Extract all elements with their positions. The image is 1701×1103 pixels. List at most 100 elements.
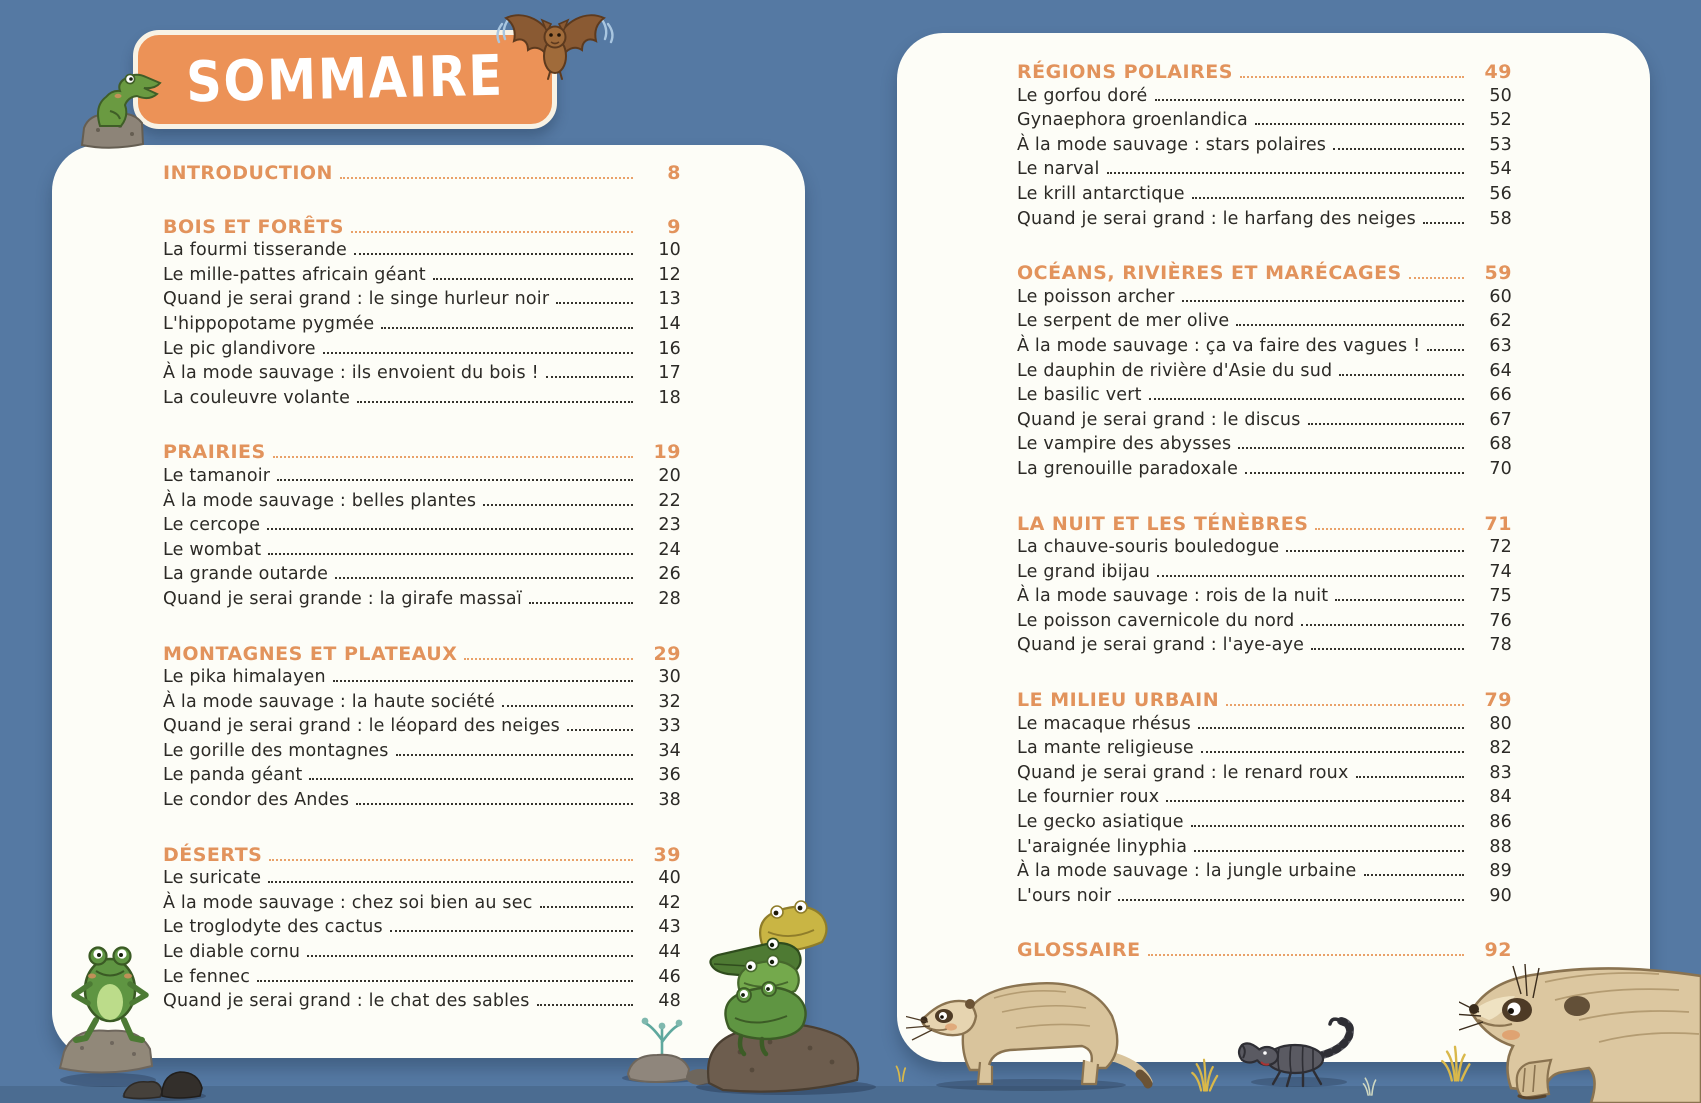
ground-shadow-band	[0, 1086, 1701, 1103]
dotted-leader	[1106, 172, 1464, 175]
toc-entry-row: Le vampire des abysses 68	[1017, 434, 1512, 459]
dotted-leader	[395, 753, 633, 756]
toc-page-number: 33	[658, 716, 681, 737]
toc-entry-row: Le diable cornu 44	[163, 942, 681, 967]
toc-entry-row: Quand je serai grand : le discus 67	[1017, 410, 1512, 435]
toc-entry-label: Le pika himalayen	[163, 667, 326, 688]
toc-entry-row: Le narval 54	[1017, 159, 1512, 184]
toc-entry-label: À la mode sauvage : rois de la nuit	[1017, 586, 1329, 607]
toc-section-heading-row: GLOSSAIRE 92	[1017, 939, 1512, 964]
toc-page-number: 63	[1489, 335, 1512, 356]
dotted-leader	[353, 253, 633, 256]
dotted-leader	[501, 704, 633, 707]
toc-page-number: 28	[658, 588, 681, 609]
toc-page-number: 74	[1489, 561, 1512, 582]
toc-section: DÉSERTS 39 Le suricate 40 À la mode sauvage …	[163, 844, 681, 1016]
toc-entry-label: À la mode sauvage : la haute société	[163, 691, 495, 712]
toc-entry-label: L'hippopotame pygmée	[163, 313, 375, 334]
toc-page-number: 29	[653, 642, 681, 665]
toc-page-number: 19	[653, 441, 681, 464]
toc-entry-label: Le basilic vert	[1017, 385, 1142, 406]
dotted-leader	[1238, 447, 1464, 450]
toc-entry-label: La grande outarde	[163, 564, 329, 585]
dotted-leader	[269, 858, 633, 861]
crocodile-on-rock-illustration	[80, 73, 162, 149]
toc-entry-row: À la mode sauvage : ça va faire des vagu…	[1017, 336, 1512, 361]
toc-page-number: 43	[658, 917, 681, 938]
grass-tuft-illustration	[1441, 1045, 1471, 1082]
toc-entry-row: Quand je serai grand : l'aye-aye 78	[1017, 635, 1512, 660]
toc-page-number: 68	[1489, 434, 1512, 455]
toc-entry-label: Le serpent de mer olive	[1017, 311, 1230, 332]
toc-entry-label: À la mode sauvage : belles plantes	[163, 490, 477, 511]
grass-tuft-illustration	[1362, 1077, 1377, 1096]
toc-page-number: 79	[1484, 689, 1512, 712]
toc-section: INTRODUCTION 8	[163, 162, 681, 187]
toc-entry-row: Le panda géant 36	[163, 765, 681, 790]
scorpion-illustration	[1237, 1017, 1354, 1088]
dotted-leader	[1339, 373, 1464, 376]
toc-entry-label: Le poisson cavernicole du nord	[1017, 610, 1295, 631]
toc-page-number: 76	[1489, 610, 1512, 631]
toc-entry-label: Quand je serai grand : l'aye-aye	[1017, 635, 1305, 656]
toc-entry-row: La couleuvre volante 18	[163, 388, 681, 413]
dotted-leader	[528, 601, 633, 604]
toc-entry-label: La grenouille paradoxale	[1017, 458, 1239, 479]
toc-section: PRAIRIES 19 Le tamanoir 20 À la mode sauvage…	[163, 441, 681, 613]
small-dark-rocks-illustration	[122, 1071, 206, 1101]
toc-page-number: 46	[658, 966, 681, 987]
frog-stack-on-rock-illustration	[622, 900, 876, 1095]
toc-page-number: 53	[1489, 134, 1512, 155]
toc-entry-label: Le gorfou doré	[1017, 85, 1148, 106]
toc-page-number: 40	[658, 868, 681, 889]
toc-entry-row: Quand je serai grand : le chat des sable…	[163, 991, 681, 1016]
dotted-leader	[483, 503, 633, 506]
dotted-leader	[307, 955, 633, 958]
toc-entry-row: Le serpent de mer olive 62	[1017, 311, 1512, 336]
dotted-leader	[1315, 527, 1464, 530]
toc-page-number: 52	[1489, 110, 1512, 131]
toc-section-heading-row: LA NUIT ET LES TÉNÈBRES 71	[1017, 513, 1512, 538]
grass-tuft-illustration	[1191, 1058, 1219, 1092]
toc-page-number: 17	[658, 363, 681, 384]
dotted-leader	[1333, 147, 1464, 150]
dotted-leader	[539, 905, 633, 908]
toc-page-number: 59	[1484, 262, 1512, 285]
toc-entry-row: Le pic glandivore 16	[163, 339, 681, 364]
dotted-leader	[1254, 123, 1464, 126]
dotted-leader	[1157, 574, 1464, 577]
toc-entry-row: Quand je serai grand : le léopard des ne…	[163, 716, 681, 741]
dotted-leader	[1427, 348, 1464, 351]
toc-page-number: 44	[658, 942, 681, 963]
toc-section: OCÉANS, RIVIÈRES ET MARÉCAGES 59 Le poisso…	[1017, 262, 1512, 483]
toc-entry-label: Le diable cornu	[163, 942, 301, 963]
dotted-leader	[322, 351, 633, 354]
toc-section-heading-row: RÉGIONS POLAIRES 49	[1017, 61, 1512, 86]
dotted-leader	[381, 326, 633, 329]
dotted-leader	[432, 277, 633, 280]
dotted-leader	[257, 979, 633, 982]
toc-page-number: 49	[1484, 61, 1512, 83]
dotted-leader	[357, 400, 633, 403]
toc-section-title: DÉSERTS	[163, 843, 263, 866]
toc-entry-row: La mante religieuse 82	[1017, 738, 1512, 763]
toc-entry-label: Le krill antarctique	[1017, 183, 1185, 204]
toc-entry-label: Le grand ibijau	[1017, 561, 1151, 582]
dotted-leader	[268, 881, 633, 884]
toc-entry-row: À la mode sauvage : rois de la nuit 75	[1017, 586, 1512, 611]
toc-section: GLOSSAIRE 92	[1017, 939, 1512, 964]
toc-section: LA NUIT ET LES TÉNÈBRES 71 La chauve-souri…	[1017, 513, 1512, 661]
dotted-leader	[1335, 599, 1464, 602]
toc-page-number: 22	[658, 490, 681, 511]
toc-entry-row: Le fennec 46	[163, 967, 681, 992]
toc-entry-row: À la mode sauvage : la haute société 32	[163, 692, 681, 717]
toc-section-title: RÉGIONS POLAIRES	[1017, 61, 1233, 83]
toc-entry-row: Le gorfou doré 50	[1017, 86, 1512, 111]
toc-entry-row: Le tamanoir 20	[163, 466, 681, 491]
toc-entry-label: À la mode sauvage : la jungle urbaine	[1017, 861, 1357, 882]
toc-entry-label: Gynaephora groenlandica	[1017, 110, 1248, 131]
toc-page-number: 20	[658, 465, 681, 486]
dotted-leader	[1355, 775, 1464, 778]
toc-page-number: 72	[1489, 537, 1512, 558]
